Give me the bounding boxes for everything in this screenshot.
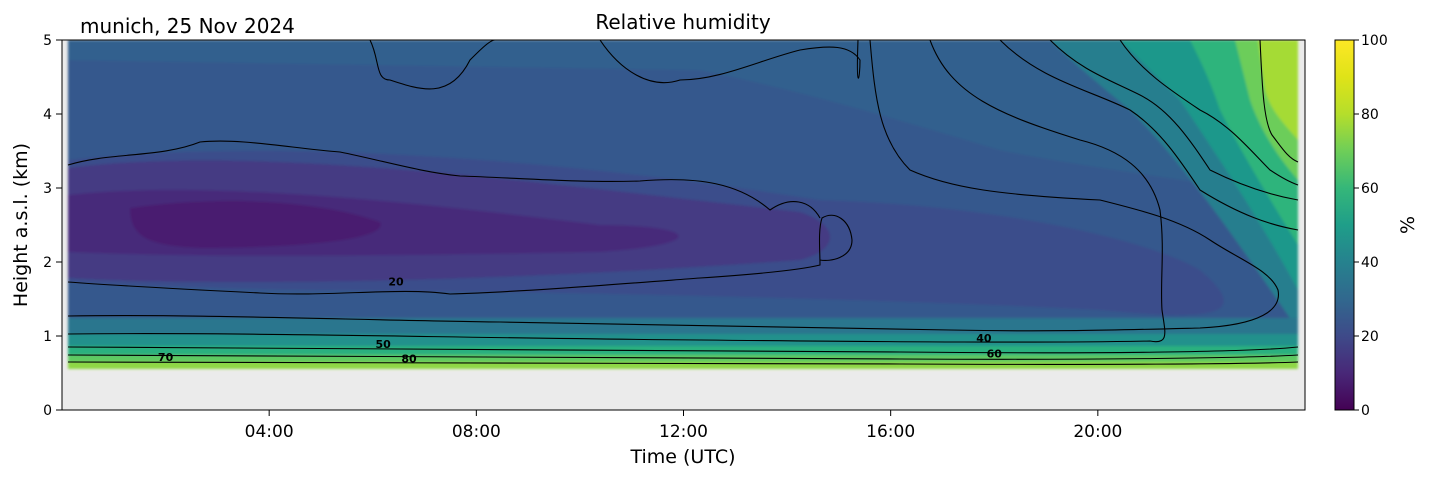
x-tick-label: 12:00	[659, 422, 708, 442]
colorbar-axis: 0 20 40 60 80 100	[1354, 33, 1388, 419]
x-tick-label: 16:00	[866, 422, 915, 442]
contour-label: 70	[158, 351, 174, 364]
colorbar-tick-label: 100	[1361, 33, 1388, 49]
colorbar-tick-label: 0	[1361, 403, 1370, 419]
x-axis: 04:00 08:00 12:00 16:00 20:00	[245, 410, 1122, 442]
y-tick-label: 4	[43, 107, 52, 123]
contour-label: 60	[987, 347, 1003, 360]
contour-label: 20	[388, 276, 404, 289]
y-tick-label: 3	[43, 181, 52, 197]
location-label: munich, 25 Nov 2024	[80, 14, 295, 38]
y-tick-label: 0	[43, 403, 52, 419]
contour-label: 50	[375, 338, 391, 351]
colorbar	[1334, 39, 1355, 411]
colorbar-label: %	[1397, 216, 1419, 234]
contour-lines	[67, 40, 1299, 365]
y-tick-label: 2	[43, 255, 52, 271]
y-axis-label: Height a.s.l. (km)	[10, 143, 32, 307]
y-axis: 0 1 2 3 4 5	[43, 33, 62, 419]
y-tick-label: 1	[43, 329, 52, 345]
humidity-field	[67, 40, 1299, 369]
colorbar-tick-label: 60	[1361, 181, 1379, 197]
colorbar-tick-label: 80	[1361, 107, 1379, 123]
x-axis-label: Time (UTC)	[629, 446, 735, 468]
colorbar-tick-label: 20	[1361, 329, 1379, 345]
chart-title: Relative humidity	[595, 10, 770, 34]
y-tick-label: 5	[43, 33, 52, 49]
contour-label: 80	[401, 353, 417, 366]
contour-label: 40	[976, 332, 992, 345]
x-tick-label: 20:00	[1073, 422, 1122, 442]
colorbar-tick-label: 40	[1361, 255, 1379, 271]
x-tick-label: 08:00	[452, 422, 501, 442]
contour-labels: 20 50 70 80 40 60	[158, 276, 1002, 366]
x-tick-label: 04:00	[245, 422, 294, 442]
